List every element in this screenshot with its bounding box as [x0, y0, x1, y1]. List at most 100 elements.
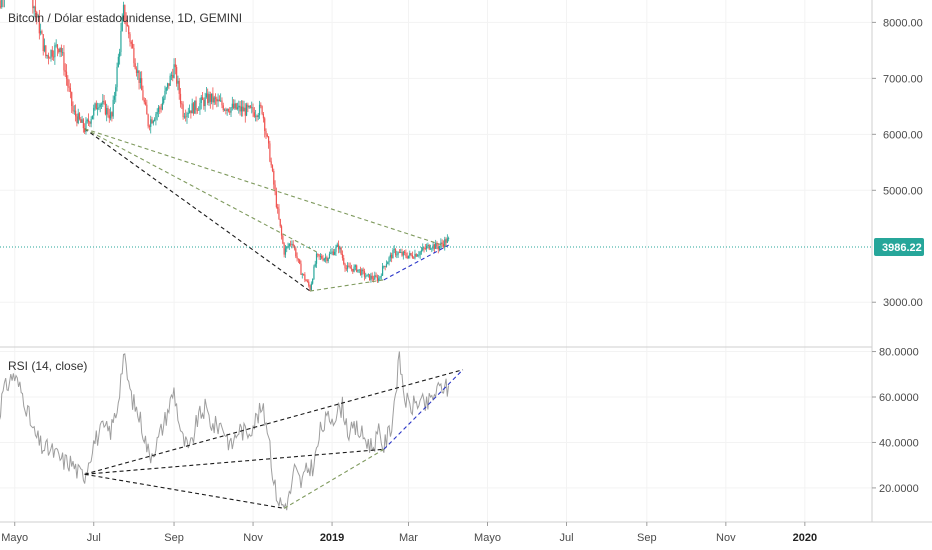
price-trendline-0[interactable] [84, 128, 311, 292]
candle-body [91, 115, 94, 120]
candle [407, 255, 410, 259]
candle-body [378, 278, 380, 281]
candle-body [181, 103, 183, 105]
candle-body [337, 244, 340, 250]
candle [398, 249, 401, 254]
candle [297, 258, 299, 263]
candle [350, 264, 353, 272]
candlesticks [0, 0, 450, 292]
price-trendline-4[interactable] [383, 244, 449, 281]
candle-body [410, 253, 412, 256]
candle-body [68, 86, 70, 88]
candle-body [121, 17, 123, 31]
candle-body [233, 103, 235, 109]
rsi-trendline-2[interactable] [84, 473, 285, 509]
candle [420, 246, 423, 255]
time-tick-label: Sep [164, 532, 184, 544]
candle-body [245, 104, 248, 116]
candle-body [253, 112, 255, 117]
candle [157, 104, 160, 118]
candle-body [236, 107, 239, 110]
candle-body [286, 246, 288, 249]
candle-body [251, 107, 253, 109]
candle [332, 248, 334, 256]
candle-body [431, 248, 433, 250]
candle [249, 104, 252, 109]
candle-body [93, 107, 95, 116]
candle [314, 260, 316, 268]
candle [356, 264, 358, 273]
candle-body [413, 257, 415, 259]
candle-body [122, 4, 125, 18]
candle [98, 102, 100, 111]
candle [107, 105, 109, 118]
candle-body [185, 116, 187, 118]
candle-body [367, 274, 369, 276]
candle [323, 257, 325, 262]
candle-body [441, 242, 443, 244]
candle [187, 107, 189, 118]
candle-body [47, 55, 50, 58]
candle [165, 86, 167, 95]
candle-body [436, 242, 438, 247]
candle [330, 248, 332, 255]
candle [432, 242, 434, 251]
candle [233, 99, 235, 110]
rsi-trendline-4[interactable] [383, 369, 464, 450]
rsi-trendline-0[interactable] [84, 369, 464, 475]
candle [152, 119, 154, 126]
candle-body [65, 71, 68, 79]
candle [150, 115, 152, 134]
candle-body [247, 104, 249, 108]
candle [367, 273, 369, 278]
candle [58, 48, 60, 54]
candle [322, 254, 324, 262]
candle [200, 94, 202, 110]
candle-body [409, 253, 411, 256]
candle [442, 240, 445, 249]
candle-body [72, 105, 74, 112]
candle [199, 97, 201, 115]
price-pane[interactable]: Bitcoin / Dólar estadounidense, 1D, GEMI… [0, 0, 872, 292]
candle [182, 101, 184, 120]
rsi-pane[interactable]: RSI (14, close) [0, 351, 464, 511]
price-axis[interactable]: 8000.00 7000.00 6000.00 5000.00 3000.00 [872, 17, 923, 309]
candle [288, 243, 290, 250]
candle [345, 265, 347, 272]
price-trendline-2[interactable] [84, 128, 317, 253]
candle [258, 100, 261, 119]
price-trendline-1[interactable] [84, 128, 447, 247]
candle-body [445, 239, 447, 243]
candle [362, 267, 364, 275]
candle [433, 243, 435, 253]
candle [106, 103, 108, 122]
time-axis[interactable]: Mayo Jul Sep Nov 2019 Mar Mayo Jul Sep Nov 2020 [1, 522, 817, 544]
candle-body [438, 245, 441, 250]
candle [277, 203, 279, 214]
candle [318, 254, 320, 260]
candle [99, 102, 101, 113]
candle-body [319, 256, 322, 257]
candle-body [143, 100, 145, 103]
candle [309, 284, 311, 292]
candle-body [359, 269, 362, 275]
rsi-trendline-3[interactable] [283, 448, 385, 509]
candle [42, 33, 44, 56]
rsi-trendline-1[interactable] [84, 448, 384, 475]
candle-body [152, 120, 154, 124]
candle-body [182, 104, 184, 118]
rsi-axis[interactable]: 80.0000 60.0000 40.0000 20.0000 [872, 347, 919, 495]
candle [62, 48, 64, 56]
candle-body [343, 258, 345, 264]
candle [104, 100, 106, 116]
candle [170, 71, 173, 81]
candle-body [392, 249, 394, 259]
candle [251, 101, 253, 114]
candle [177, 75, 179, 91]
candle [122, 1, 125, 20]
candle-body [375, 275, 377, 277]
price-trendline-3[interactable] [309, 279, 384, 292]
price-tick-label: 3000.00 [883, 297, 923, 309]
candle-body [391, 254, 393, 259]
candle [47, 52, 50, 65]
